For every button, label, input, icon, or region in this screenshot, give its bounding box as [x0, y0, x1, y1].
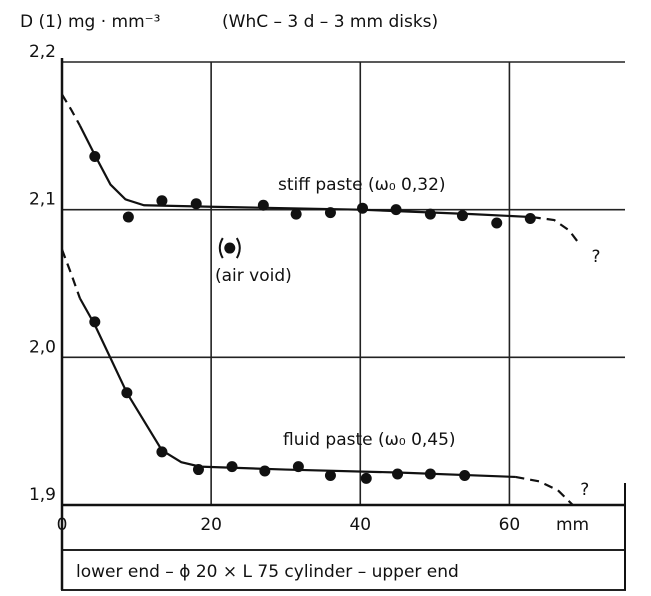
x-axis-title: mm: [556, 515, 589, 535]
data-point: [456, 210, 468, 222]
data-point: [257, 199, 269, 211]
y-tick-label: 2,2: [29, 42, 56, 62]
y-axis-title: D (1) mg · mm⁻³: [20, 12, 160, 32]
data-point: [89, 316, 101, 328]
y-tick-label: 2,1: [29, 190, 56, 210]
bracket: [218, 237, 241, 259]
data-point: [121, 387, 133, 399]
y-tick-label: 2,0: [29, 337, 56, 357]
trend-line: [515, 475, 574, 506]
data-point: [424, 468, 436, 480]
x-tick-label: 20: [200, 515, 222, 535]
data-point: [122, 211, 134, 223]
data-point: [459, 469, 471, 481]
data-point: [156, 195, 168, 207]
data-point: [290, 208, 302, 220]
data-point: [392, 468, 404, 480]
data-point: [424, 208, 436, 220]
data-point: [89, 151, 101, 163]
x-tick-label: 60: [499, 515, 521, 535]
data-point: [224, 242, 236, 254]
series-label: stiff paste (ω₀ 0,32): [278, 175, 446, 195]
data-point: [390, 204, 402, 216]
trend-line: [78, 125, 532, 219]
annotation: ?: [591, 247, 600, 267]
data-point: [190, 198, 202, 210]
data-point: [324, 207, 336, 219]
data-point: [357, 202, 369, 214]
data-point: [259, 465, 271, 477]
trend-line: [60, 249, 81, 299]
trend-line: [61, 93, 81, 127]
x-tick-label: 40: [349, 515, 371, 535]
data-point: [324, 469, 336, 481]
data-point: [360, 472, 372, 484]
data-point: [156, 446, 168, 458]
data-point: [192, 464, 204, 476]
caption: lower end – ϕ 20 × L 75 cylinder – upper…: [76, 562, 459, 582]
data-point: [226, 461, 238, 473]
annotation: ?: [580, 480, 589, 500]
series-label: (air void): [215, 266, 292, 286]
data-point: [491, 217, 503, 229]
chart-title: (WhC – 3 d – 3 mm disks): [222, 12, 438, 32]
trend-line: [78, 297, 516, 479]
trend-line: [531, 215, 582, 246]
y-tick-label: 1,9: [29, 485, 56, 505]
series-label: fluid paste (ω₀ 0,45): [283, 430, 456, 450]
data-point: [292, 461, 304, 473]
data-point: [524, 213, 536, 225]
